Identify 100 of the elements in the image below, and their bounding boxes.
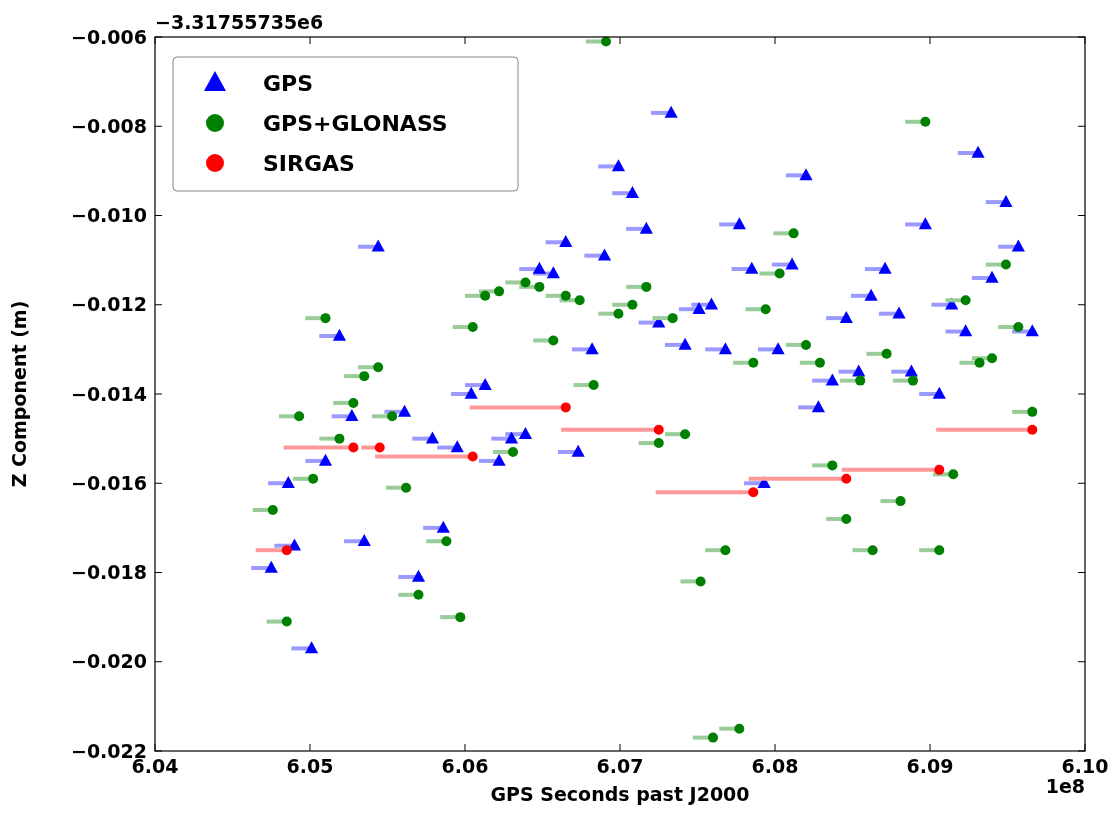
point [332,328,347,341]
point [504,431,519,444]
point [441,536,452,547]
point [411,569,426,582]
point [627,299,638,310]
point [720,545,731,556]
point [678,337,692,350]
point [560,290,571,301]
point [480,290,491,301]
point [1011,239,1025,252]
x-tick-label: 6.06 [441,755,489,777]
point [639,221,653,234]
point [918,217,932,230]
point [708,732,718,743]
point [571,444,585,457]
point [881,348,892,359]
point [585,342,599,355]
point [692,302,706,315]
point [613,308,624,319]
point [611,159,626,172]
legend-label: GPS [263,70,314,96]
point [357,534,371,547]
point [785,257,799,270]
point [1027,406,1038,417]
point [960,295,971,306]
point [371,239,385,252]
point [597,248,612,261]
y-tick-label: −0.014 [70,382,147,405]
y-tick-label: −0.018 [70,561,147,584]
point [1027,424,1038,435]
point [1025,324,1039,337]
legend-label: GPS+GLONASS [263,110,448,136]
point [907,375,918,386]
y-tick-label: −0.020 [70,650,147,673]
point [560,402,571,413]
point [892,306,906,319]
point [864,288,878,301]
point [348,442,359,453]
point [413,589,424,600]
point [1013,322,1024,333]
point [653,438,664,449]
point [397,404,412,417]
point [508,447,519,457]
point [625,185,639,198]
point [934,464,945,475]
point [841,473,852,484]
y-axis-title: Z Component (m) [8,300,30,488]
point [811,400,825,413]
point [774,268,785,279]
point [748,487,759,498]
point [520,277,531,288]
x-tick-label: 6.10 [1061,755,1109,777]
y-tick-label: −0.012 [70,293,147,316]
point [760,304,771,315]
point [546,266,560,279]
point [799,168,813,181]
y-tick-label: −0.008 [70,114,147,137]
point [574,295,585,306]
point [959,324,973,337]
point [387,411,398,422]
point [734,723,745,734]
point [320,313,331,324]
point [827,460,838,471]
point [534,281,545,292]
x-tick-label: 6.08 [751,755,799,777]
point [667,313,678,324]
point [855,375,866,386]
point [704,297,719,310]
point [478,377,492,390]
point [348,397,359,408]
x-axis-title: GPS Seconds past J2000 [490,783,750,805]
legend-label: SIRGAS [263,150,355,176]
point [839,310,853,323]
point [281,545,292,556]
text: 1e8 [1045,775,1085,797]
point [867,545,878,556]
point [467,322,478,333]
point [948,469,959,480]
point [801,339,811,350]
x-tick-label: 6.05 [286,755,334,777]
point [814,357,825,368]
point [895,496,906,507]
point [680,429,691,440]
point [588,380,599,391]
point [695,576,706,587]
x-tick-label: 6.09 [906,755,954,777]
point [641,281,652,292]
y-tick-label: −0.016 [70,471,147,494]
point [971,145,985,158]
point [304,641,319,654]
point [494,286,505,297]
point [999,194,1013,207]
point [264,560,278,573]
point [345,409,359,422]
point [878,261,892,274]
point [267,505,278,516]
point [492,453,506,466]
point [518,426,533,439]
point [745,261,759,274]
point [732,217,746,230]
